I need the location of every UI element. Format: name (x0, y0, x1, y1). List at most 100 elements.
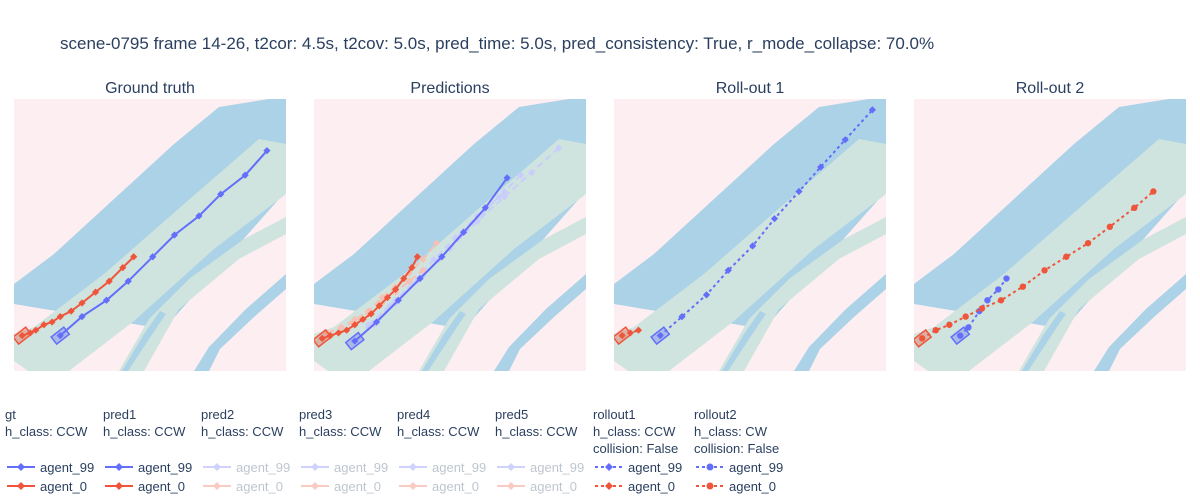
water-area (914, 99, 1186, 329)
legend-item-agent_0[interactable]: agent_0 (201, 477, 297, 496)
legend-symbol (399, 463, 427, 471)
road-area (314, 139, 586, 371)
water-area (122, 311, 166, 371)
legend-group-title: rollout2 (694, 407, 737, 422)
vehicle-box (14, 326, 33, 346)
road-area (419, 217, 586, 371)
legend-item-agent_99[interactable]: agent_99 (103, 458, 199, 477)
water-area (494, 274, 586, 371)
legend-symbol (696, 482, 724, 490)
trajectory-point (918, 335, 926, 342)
water-area (722, 311, 766, 371)
legend-group-title: collision: False (694, 441, 780, 456)
water-area (614, 99, 886, 329)
trajectory-point (1150, 188, 1157, 195)
trajectory-point (1063, 253, 1070, 260)
legend-group-title: rollout1 (593, 407, 636, 422)
subplot-title-rollout-1: Roll-out 1 (715, 80, 785, 97)
trajectory-point (105, 277, 113, 285)
trajectory-line-agent_99 (59, 150, 268, 337)
trajectory-point (473, 217, 481, 225)
legend-group-title: pred1 (103, 407, 137, 422)
legend-symbol (7, 463, 35, 471)
trajectory-point (946, 321, 953, 328)
legend-group-pred2: pred2 h_class: CCW agent_99 agent_0 (201, 406, 290, 494)
legend-label: agent_0 (432, 479, 479, 494)
legend-group-title: pred2 (201, 407, 235, 422)
trajectory-point (978, 305, 986, 312)
legend-group-title: h_class: CCW (103, 424, 186, 439)
subplot-title-predictions: Predictions (410, 80, 490, 97)
legend-item-agent_0[interactable]: agent_0 (397, 477, 493, 496)
legend-item-agent_99[interactable]: agent_99 (5, 458, 101, 477)
legend-group-rollout2: rollout2 h_class: CW collision: False agent… (694, 406, 783, 494)
trajectory-point (1131, 204, 1138, 211)
legend-item-agent_0[interactable]: agent_0 (5, 477, 101, 496)
trajectory-point (555, 144, 563, 152)
legend-item-agent_0[interactable]: agent_0 (593, 477, 689, 496)
trajectory-point (997, 297, 1005, 304)
trajectory-point (479, 209, 487, 217)
legend-symbol (105, 482, 133, 490)
legend-group-title: gt (5, 407, 16, 422)
water-area (1094, 274, 1186, 371)
road-area (1019, 217, 1186, 371)
legend-label: agent_99 (40, 460, 95, 475)
legend-item-agent_0[interactable]: agent_0 (103, 477, 199, 496)
legend-item-agent_0[interactable]: agent_0 (299, 477, 395, 496)
legend-label: agent_99 (138, 460, 193, 475)
legend-label: agent_99 (432, 460, 487, 475)
legend-item-agent_99[interactable]: agent_99 (201, 458, 297, 477)
legend-symbol (301, 482, 329, 490)
subplot-title-ground-truth: Ground truth (105, 80, 195, 97)
legend-item-agent_99[interactable]: agent_99 (397, 458, 493, 477)
legend-group-pred3: pred3 h_class: CCW agent_99 agent_0 (299, 406, 388, 494)
trajectory-point (868, 106, 876, 114)
legend-item-agent_99[interactable]: agent_99 (694, 458, 790, 477)
legend-item-agent_99[interactable]: agent_99 (593, 458, 689, 477)
legend-symbol (105, 463, 133, 471)
trajectory-point (984, 297, 991, 304)
legend-group-title: h_class: CCW (201, 424, 284, 439)
legend-symbol (595, 463, 623, 471)
legend-item-agent_0[interactable]: agent_0 (495, 477, 591, 496)
legend-item-agent_99[interactable]: agent_99 (495, 458, 591, 477)
trajectory-point (481, 204, 489, 212)
legend-symbol (301, 463, 329, 471)
legend-symbol (595, 482, 623, 490)
legend-label: agent_0 (138, 479, 185, 494)
road-area (914, 139, 1186, 371)
trajectory-point (367, 310, 375, 318)
trajectory-point (932, 327, 939, 334)
vehicle-box (314, 328, 333, 348)
trajectory-line-pred1-agent_99 (354, 177, 508, 342)
chart-title: scene-0795 frame 14-26, t2cor: 4.5s, t2c… (60, 34, 935, 53)
trajectory-point (957, 332, 964, 339)
road-area (719, 217, 886, 371)
trajectory-point (149, 253, 157, 261)
vehicle-box (650, 326, 671, 346)
legend-label: agent_99 (628, 460, 683, 475)
trajectory-point (217, 190, 225, 198)
trajectory-point (995, 286, 1002, 293)
legend-item-agent_0[interactable]: agent_0 (694, 477, 790, 496)
legend-label: agent_0 (729, 479, 776, 494)
trajectory-point (32, 326, 40, 334)
legend-item-agent_99[interactable]: agent_99 (299, 458, 395, 477)
subplot-2 (314, 99, 586, 371)
water-area (314, 99, 586, 329)
trajectory-point (817, 163, 825, 171)
legend-group-title: h_class: CCW (299, 424, 382, 439)
legend-group-title: pred4 (397, 407, 431, 422)
legend-symbol (497, 463, 525, 471)
subplot-4 (914, 99, 1186, 371)
legend-label: agent_0 (334, 479, 381, 494)
legend-group-rollout1: rollout1 h_class: CCW collision: False agen… (593, 406, 682, 494)
trajectory-point (1106, 223, 1114, 231)
legend-label: agent_0 (530, 479, 577, 494)
water-area (422, 311, 466, 371)
trajectory-point (92, 288, 100, 296)
legend-group-title: pred3 (299, 407, 333, 422)
trajectory-point (965, 324, 972, 331)
legend-group-gt: gt h_class: CCW agent_99 agent_0 (5, 406, 94, 494)
